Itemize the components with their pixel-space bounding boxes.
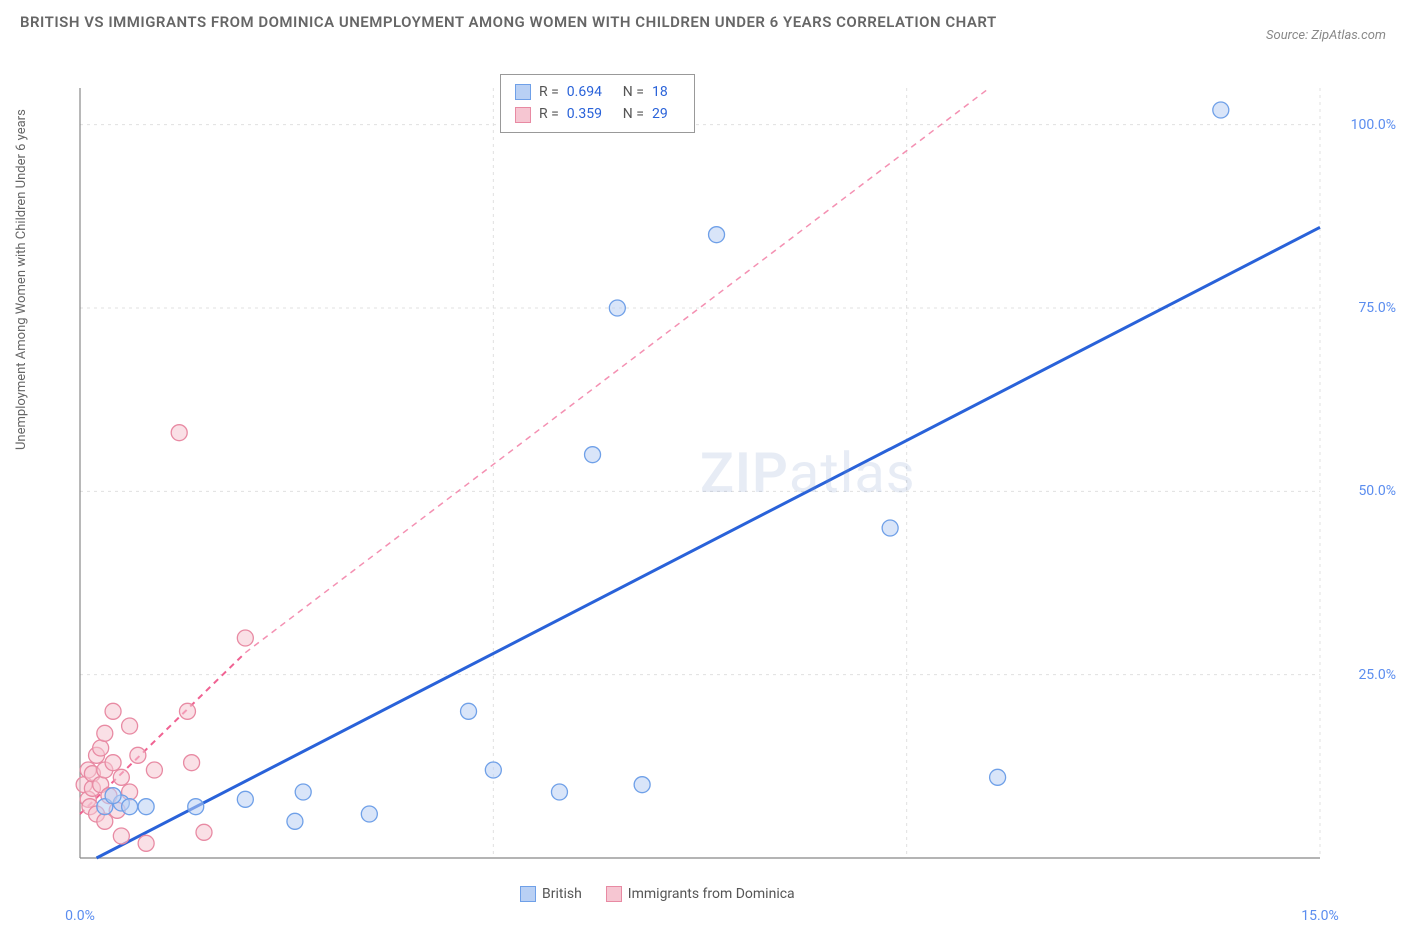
- n-label: N =: [623, 103, 644, 125]
- legend-label: British: [542, 886, 582, 902]
- n-value: 29: [652, 103, 680, 125]
- scatter-chart: [60, 70, 1340, 860]
- x-tick-label: 0.0%: [65, 908, 95, 924]
- legend-swatch: [515, 107, 531, 123]
- r-label: R =: [539, 81, 559, 103]
- y-axis-label: Unemployment Among Women with Children U…: [14, 109, 29, 450]
- n-value: 18: [652, 81, 680, 103]
- x-tick-label: 15.0%: [1301, 908, 1339, 924]
- y-tick-label: 50.0%: [1358, 483, 1396, 499]
- series-legend: British Immigrants from Dominica: [520, 886, 795, 902]
- legend-swatch: [515, 84, 531, 100]
- stats-row: R = 0.359 N = 29: [515, 103, 680, 125]
- chart-area: [60, 70, 1340, 860]
- chart-title: BRITISH VS IMMIGRANTS FROM DOMINICA UNEM…: [20, 10, 997, 34]
- y-tick-label: 25.0%: [1358, 667, 1396, 683]
- r-label: R =: [539, 103, 559, 125]
- legend-swatch: [606, 886, 622, 902]
- stats-legend: R = 0.694 N = 18 R = 0.359 N = 29: [500, 74, 695, 133]
- stats-row: R = 0.694 N = 18: [515, 81, 680, 103]
- legend-item: Immigrants from Dominica: [606, 886, 795, 902]
- r-value: 0.359: [567, 103, 615, 125]
- legend-item: British: [520, 886, 582, 902]
- y-tick-label: 75.0%: [1358, 300, 1396, 316]
- legend-swatch: [520, 886, 536, 902]
- source-attribution: Source: ZipAtlas.com: [1266, 28, 1386, 43]
- y-tick-label: 100.0%: [1351, 117, 1396, 133]
- legend-label: Immigrants from Dominica: [628, 886, 795, 902]
- n-label: N =: [623, 81, 644, 103]
- r-value: 0.694: [567, 81, 615, 103]
